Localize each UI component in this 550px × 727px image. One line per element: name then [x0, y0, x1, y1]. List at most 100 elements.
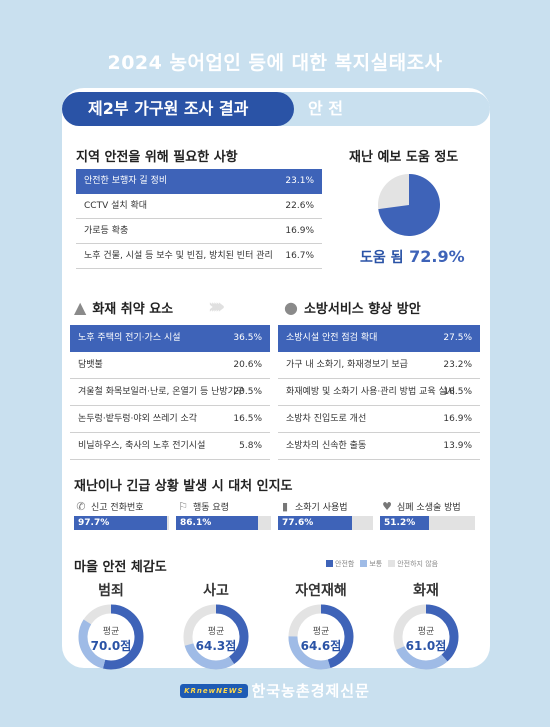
awareness-label: 소화기 사용법 [295, 503, 348, 513]
legend-label: 보통 [369, 560, 383, 568]
fireservice-row-value: 13.9% [443, 441, 472, 451]
legend-label: 안전함 [335, 560, 355, 568]
fire-row-label: 겨울철 화목보일러·난로, 온열기 등 난방기구 [78, 387, 245, 397]
awareness-label-wrap: ✆ 신고 전화번호 [74, 498, 169, 516]
fireservice-title: 소방서비스 향상 방안 [303, 302, 421, 317]
donut-center: 평균 64.6점 [276, 624, 366, 654]
donut-avg-value: 64.6점 [300, 639, 342, 653]
donut-avg-label: 평균 [417, 627, 435, 637]
awareness-value: 77.6% [282, 518, 314, 528]
donut-avg-value: 70.0점 [90, 639, 132, 653]
donut-segment-normal [288, 604, 354, 670]
needs-row-value: 16.7% [285, 251, 314, 261]
fireservice-row-value: 23.2% [443, 360, 472, 370]
footer: KRnewNEWS 한국농촌경제신문 [0, 680, 550, 701]
awareness-value: 51.2% [384, 518, 416, 528]
fire-row-value: 36.5% [233, 333, 262, 343]
section-title: 제2부 가구원 조사 결과 [62, 92, 294, 126]
fireservice-row: 소방차 진입도로 개선 16.9% [278, 406, 480, 433]
awareness-label: 심폐 소생술 방법 [397, 503, 461, 513]
donut-title: 사고 [203, 583, 229, 599]
fire-row: 노후 주택의 전기·가스 시설 36.5% [70, 325, 270, 352]
donut-title: 화재 [413, 583, 439, 599]
fire-row-label: 논두렁·밭두렁·야외 쓰레기 소각 [78, 414, 198, 424]
fireservice-row-value: 18.5% [443, 387, 472, 397]
awareness-bar-fill [278, 516, 352, 530]
donut-title: 자연재해 [295, 583, 347, 599]
donut-avg-value: 64.3점 [195, 639, 237, 653]
header-tag-pill [262, 92, 490, 126]
safety-feel-title: 마을 안전 체감도 [74, 560, 167, 575]
donut-avg-value: 61.0점 [405, 639, 447, 653]
donut-avg-label: 평균 [312, 627, 330, 637]
awareness-item: ✆ 신고 전화번호 97.7% [74, 498, 169, 530]
donut-segment-safe [288, 604, 354, 670]
needs-row-label: 노후 건물, 시설 등 보수 및 빈집, 방치된 빈터 관리 [84, 251, 273, 261]
awareness-bar: 86.1% [176, 516, 271, 530]
awareness-label-wrap: ♥ 심폐 소생술 방법 [380, 498, 475, 516]
legend-swatch [388, 560, 396, 567]
fireservice-table: 소방시설 안전 점검 확대 27.5% 가구 내 소화기, 화재경보기 보급 23.2… [278, 325, 480, 460]
donut-segment-normal [183, 604, 249, 670]
needs-row-value: 16.9% [285, 226, 314, 236]
donut-title: 범죄 [98, 583, 124, 599]
fireservice-row-label: 화재예방 및 소화기 사용·관리 방법 교육 실시 [286, 387, 456, 397]
donut-center: 평균 61.0점 [381, 624, 471, 654]
needs-row-label: CCTV 설치 확대 [84, 201, 148, 211]
fireservice-row-label: 소방차의 신속한 출동 [286, 441, 367, 451]
fire-title-wrap: ▲ 화재 취약 요소 [74, 298, 173, 317]
donut-segment-safe [183, 604, 249, 670]
donut-segment-safe [78, 604, 144, 670]
fire-table: 노후 주택의 전기·가스 시설 36.5% 담뱃불 20.6% 겨울철 화목보일러·난로… [70, 325, 270, 460]
fireservice-row-value: 27.5% [443, 333, 472, 343]
donut-avg-label: 평균 [102, 627, 120, 637]
awareness-item: ♥ 심폐 소생술 방법 51.2% [380, 498, 475, 530]
phone-icon: ✆ [76, 500, 86, 513]
needs-row: 가로등 확충 16.9% [76, 219, 322, 244]
fire-title: 화재 취약 요소 [92, 302, 174, 317]
running-person-icon: ⚐ [178, 500, 188, 513]
awareness-item: ⚐ 행동 요령 86.1% [176, 498, 271, 530]
awareness-bar-fill [176, 516, 258, 530]
forecast-caption-label: 도움 됨 [360, 250, 404, 266]
chevrons-icon: ››››› [208, 294, 225, 318]
needs-row-value: 22.6% [285, 201, 314, 211]
awareness-label: 신고 전화번호 [91, 503, 144, 513]
needs-row: CCTV 설치 확대 22.6% [76, 194, 322, 219]
needs-row-label: 가로등 확충 [84, 226, 129, 236]
fire-row-label: 노후 주택의 전기·가스 시설 [78, 333, 181, 343]
fireservice-row-label: 가구 내 소화기, 화재경보기 보급 [286, 360, 408, 370]
cpr-icon: ♥ [382, 500, 392, 513]
awareness-bar: 77.6% [278, 516, 373, 530]
awareness-bar-fill [74, 516, 167, 530]
section-header: 제2부 가구원 조사 결과 안 전 [62, 92, 490, 126]
needs-title: 지역 안전을 위해 필요한 사항 [76, 150, 238, 165]
fire-row-value: 20.6% [233, 360, 262, 370]
content-card: 제2부 가구원 조사 결과 안 전 지역 안전을 위해 필요한 사항 안전한 보… [62, 88, 490, 670]
fire-row-label: 담뱃불 [78, 360, 103, 370]
fireservice-row: 화재예방 및 소화기 사용·관리 방법 교육 실시 18.5% [278, 379, 480, 406]
donut-avg-label: 평균 [207, 627, 225, 637]
awareness-value: 86.1% [180, 518, 212, 528]
forecast-title: 재난 예보 도움 정도 [349, 150, 459, 165]
fire-row: 담뱃불 20.6% [70, 352, 270, 379]
firefighter-icon: ● [284, 298, 298, 317]
needs-row-value: 23.1% [285, 176, 314, 186]
fire-extinguisher-icon: ▮ [281, 500, 289, 513]
needs-row: 안전한 보행자 길 정비 23.1% [76, 169, 322, 194]
fireservice-row: 소방시설 안전 점검 확대 27.5% [278, 325, 480, 352]
forecast-caption: 도움 됨 72.9% [360, 247, 465, 267]
fire-icon: ▲ [74, 298, 87, 317]
fireservice-row: 소방차의 신속한 출동 13.9% [278, 433, 480, 460]
fireservice-row-value: 16.9% [443, 414, 472, 424]
donut-segment-safe [393, 604, 459, 670]
awareness-label-wrap: ⚐ 행동 요령 [176, 498, 271, 516]
fire-row-value: 20.5% [233, 387, 262, 397]
awareness-bar-fill [380, 516, 429, 530]
legend-swatch [326, 560, 333, 567]
donut-center: 평균 64.3점 [171, 624, 261, 654]
fire-row: 겨울철 화목보일러·난로, 온열기 등 난방기구 20.5% [70, 379, 270, 406]
